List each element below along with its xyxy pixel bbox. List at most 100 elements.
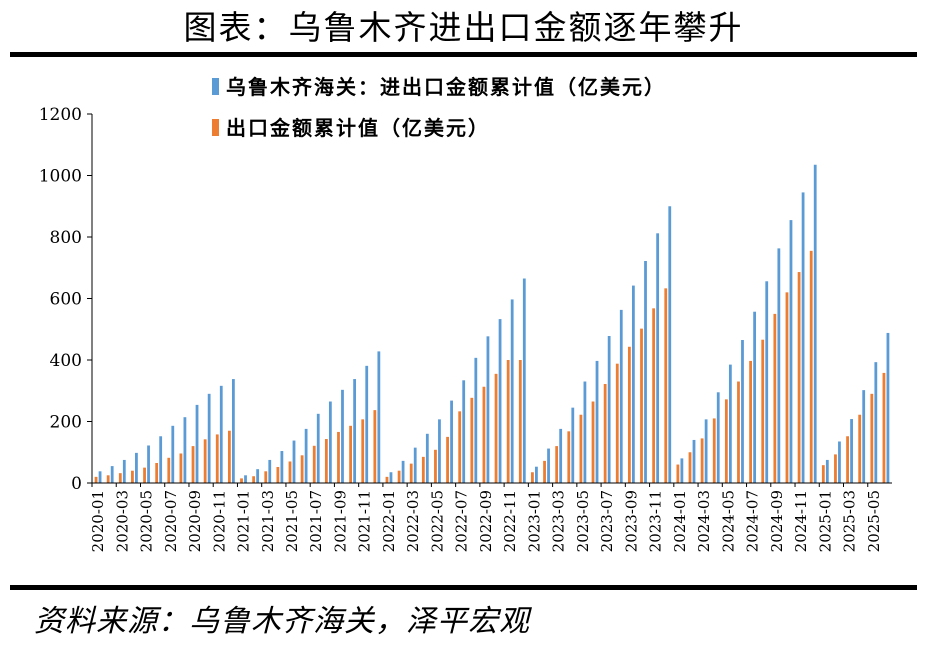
bar-export-2024-02 <box>688 452 692 483</box>
bar-export-2022-11 <box>506 360 510 483</box>
bar-total-2023-10 <box>644 260 647 483</box>
bar-total-2021-05 <box>292 440 296 483</box>
bar-export-2022-12 <box>518 360 522 483</box>
bar-export-2023-07 <box>603 383 607 483</box>
bar-export-2022-05 <box>434 449 437 483</box>
bar-export-2023-03 <box>555 446 559 483</box>
x-tick-label: 2020-05 <box>138 490 156 552</box>
bar-export-2023-01 <box>531 472 534 483</box>
y-tick-label: 1200 <box>39 105 82 125</box>
bar-total-2022-07 <box>462 380 466 483</box>
bar-total-2024-03 <box>704 419 708 483</box>
bar-total-2021-02 <box>256 469 260 483</box>
bar-total-2023-08 <box>619 309 623 483</box>
bar-total-2023-01 <box>535 466 538 483</box>
y-tick-label: 400 <box>50 351 82 371</box>
bar-export-2021-03 <box>264 471 268 483</box>
x-tick-label: 2023-03 <box>550 490 568 552</box>
bar-export-2024-11 <box>797 272 801 483</box>
bar-total-2024-05 <box>728 364 732 483</box>
bar-total-2020-11 <box>219 385 223 483</box>
bar-export-2020-05 <box>143 467 146 484</box>
bar-total-2025-04 <box>862 390 866 483</box>
bar-export-2024-04 <box>712 418 716 483</box>
bar-total-2020-08 <box>183 417 187 483</box>
bar-total-2021-07 <box>316 413 320 483</box>
x-tick-label: 2020-01 <box>89 490 107 552</box>
bar-export-2023-04 <box>567 431 571 483</box>
bar-export-2024-07 <box>749 360 753 483</box>
y-tick-label: 0 <box>71 474 82 494</box>
bar-total-2024-06 <box>741 340 744 483</box>
bar-total-2024-01 <box>680 458 684 483</box>
x-tick-label: 2022-07 <box>453 490 471 552</box>
bar-total-2023-03 <box>559 428 563 483</box>
bar-export-2020-04 <box>131 470 134 483</box>
bar-total-2024-12 <box>813 164 817 484</box>
bar-export-2024-05 <box>724 399 728 483</box>
bar-export-2022-01 <box>385 476 389 483</box>
x-tick-label: 2021-05 <box>283 490 301 552</box>
x-tick-label: 2022-03 <box>404 490 422 552</box>
bar-total-2024-09 <box>777 248 781 483</box>
legend: 乌鲁木齐海关：进出口金额累计值（亿美元） 出口金额累计值（亿美元） <box>212 75 664 140</box>
bar-total-2020-10 <box>207 393 211 483</box>
x-tick-label: 2025-05 <box>865 490 883 552</box>
bar-total-2023-06 <box>595 360 599 483</box>
legend-swatch-series-1 <box>212 78 219 95</box>
y-tick-label: 200 <box>50 413 82 433</box>
bar-export-2020-01 <box>94 476 98 483</box>
bar-export-2023-08 <box>615 363 619 483</box>
bar-export-2021-10 <box>349 425 353 483</box>
bar-export-2025-06 <box>882 372 886 483</box>
bar-export-2025-02 <box>834 454 837 483</box>
bar-total-2023-05 <box>583 381 587 483</box>
bar-total-2020-07 <box>171 425 175 483</box>
bar-export-2020-03 <box>118 473 122 483</box>
bar-total-2022-09 <box>486 336 490 483</box>
x-tick-label: 2020-09 <box>186 490 204 552</box>
bar-total-2022-02 <box>401 460 405 483</box>
x-tick-label: 2023-07 <box>598 490 616 552</box>
y-axis: 0 200 400 600 800 1000 1200 <box>39 105 93 494</box>
x-tick-label: 2023-09 <box>622 490 640 552</box>
x-axis: 2020-01 2020-03 2020-05 2020-07 2020-09 2020-… <box>89 482 892 552</box>
bar-export-2024-12 <box>809 250 813 483</box>
x-tick-label: 2023-01 <box>525 490 543 552</box>
x-tick-label: 2021-01 <box>235 490 253 552</box>
bar-export-2022-06 <box>446 436 449 484</box>
x-tick-label: 2025-01 <box>816 490 834 552</box>
bar-export-2024-03 <box>700 438 704 483</box>
x-tick-label: 2022-05 <box>428 490 446 552</box>
x-tick-label: 2021-11 <box>356 490 374 552</box>
bar-export-2025-05 <box>870 393 874 483</box>
bar-total-2025-05 <box>874 362 878 483</box>
bar-export-2022-02 <box>397 470 401 483</box>
bar-total-2021-01 <box>244 475 247 483</box>
x-tick-label: 2024-01 <box>671 490 689 552</box>
chart-title: 图表：乌鲁木齐进出口金额逐年攀升 <box>183 8 744 47</box>
bar-total-2024-02 <box>692 439 696 483</box>
legend-label-series-2: 出口金额累计值（亿美元） <box>226 116 490 140</box>
bar-total-2020-03 <box>122 459 126 483</box>
x-tick-label: 2022-11 <box>501 490 519 552</box>
bar-export-2024-10 <box>785 292 789 483</box>
y-tick-label: 800 <box>50 228 82 248</box>
bar-export-2023-06 <box>591 401 595 483</box>
bar-export-2023-09 <box>627 346 631 483</box>
bar-export-2024-09 <box>773 313 777 484</box>
bar-total-2022-04 <box>425 433 429 483</box>
bar-export-2020-12 <box>227 430 231 483</box>
bar-export-2021-04 <box>276 467 280 483</box>
bar-export-2021-11 <box>361 419 365 483</box>
bar-export-2022-04 <box>421 456 425 483</box>
bar-total-2021-04 <box>280 451 284 483</box>
bar-total-2020-05 <box>147 445 150 483</box>
x-tick-label: 2024-03 <box>695 490 713 552</box>
x-tick-label: 2024-11 <box>792 490 810 552</box>
x-tick-label: 2022-09 <box>477 490 495 552</box>
bar-export-2021-07 <box>312 445 316 483</box>
bar-total-2021-09 <box>341 389 344 483</box>
bar-export-2021-05 <box>288 461 292 483</box>
bar-export-2021-06 <box>300 455 304 483</box>
